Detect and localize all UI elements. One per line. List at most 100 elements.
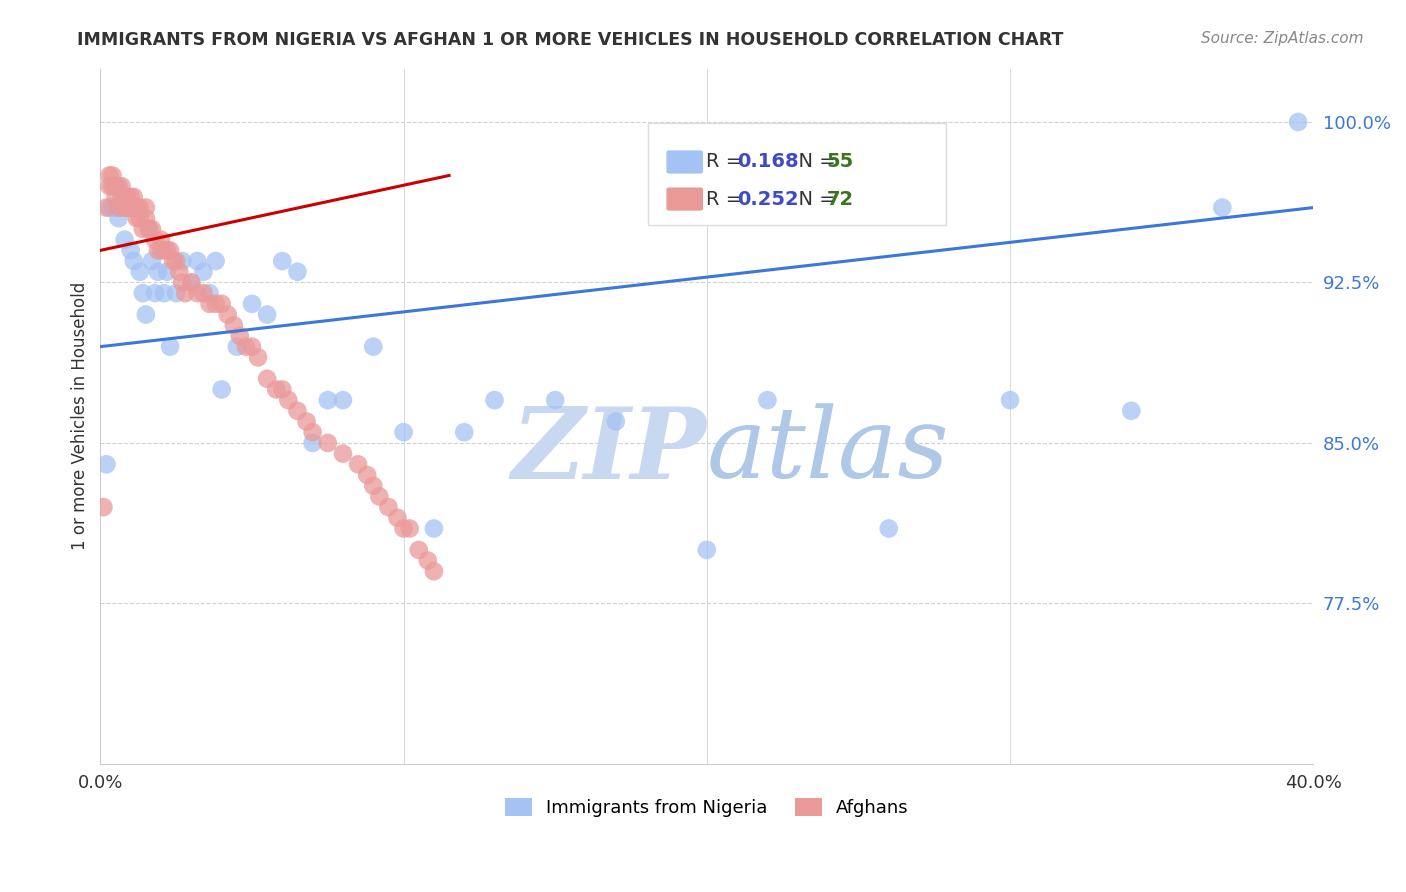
Y-axis label: 1 or more Vehicles in Household: 1 or more Vehicles in Household bbox=[72, 282, 89, 550]
Point bbox=[222, 318, 245, 333]
Point bbox=[877, 521, 900, 535]
Point bbox=[423, 521, 446, 535]
Point bbox=[138, 222, 160, 236]
Point bbox=[172, 276, 194, 290]
Point bbox=[120, 201, 142, 215]
Point bbox=[180, 276, 202, 290]
Point bbox=[301, 436, 323, 450]
Point bbox=[143, 286, 166, 301]
Point bbox=[104, 190, 127, 204]
Point bbox=[247, 351, 270, 365]
Point bbox=[193, 265, 215, 279]
Point bbox=[138, 222, 160, 236]
Point bbox=[135, 308, 157, 322]
Point bbox=[544, 393, 567, 408]
Text: atlas: atlas bbox=[707, 403, 949, 499]
Point bbox=[235, 340, 257, 354]
Point bbox=[198, 286, 221, 301]
Point bbox=[998, 393, 1021, 408]
Point bbox=[125, 201, 148, 215]
Point bbox=[295, 415, 318, 429]
Point bbox=[174, 286, 197, 301]
Point bbox=[122, 254, 145, 268]
Point bbox=[128, 201, 150, 215]
Point bbox=[193, 286, 215, 301]
Point bbox=[153, 244, 176, 258]
Point bbox=[204, 254, 226, 268]
Text: N =: N = bbox=[786, 190, 842, 209]
Point bbox=[1121, 404, 1143, 418]
Point bbox=[287, 265, 309, 279]
Text: 0.168: 0.168 bbox=[737, 153, 799, 171]
Point bbox=[368, 490, 391, 504]
Point bbox=[104, 179, 127, 194]
Point bbox=[135, 201, 157, 215]
Point bbox=[107, 201, 129, 215]
Text: 55: 55 bbox=[827, 153, 853, 171]
Point bbox=[408, 542, 430, 557]
Text: Source: ZipAtlas.com: Source: ZipAtlas.com bbox=[1201, 31, 1364, 46]
Point bbox=[104, 201, 127, 215]
Point bbox=[287, 404, 309, 418]
Point bbox=[1286, 115, 1309, 129]
Point bbox=[392, 521, 415, 535]
Point bbox=[128, 211, 150, 226]
Point bbox=[107, 179, 129, 194]
Point bbox=[453, 425, 475, 440]
Text: R =: R = bbox=[706, 153, 748, 171]
Point bbox=[156, 265, 179, 279]
Point bbox=[159, 244, 181, 258]
Point bbox=[1211, 201, 1233, 215]
Point bbox=[186, 286, 208, 301]
Point bbox=[104, 179, 127, 194]
Point bbox=[605, 415, 627, 429]
Point bbox=[143, 233, 166, 247]
Point bbox=[256, 308, 278, 322]
Point bbox=[316, 393, 339, 408]
Point bbox=[141, 222, 163, 236]
Point bbox=[101, 169, 124, 183]
Point bbox=[114, 233, 136, 247]
Point bbox=[398, 521, 420, 535]
Point bbox=[156, 244, 179, 258]
Point bbox=[117, 190, 139, 204]
Text: 0.252: 0.252 bbox=[737, 190, 799, 209]
Point bbox=[316, 436, 339, 450]
Point bbox=[240, 340, 263, 354]
Point bbox=[132, 222, 155, 236]
Point bbox=[240, 297, 263, 311]
Point bbox=[264, 383, 287, 397]
Point bbox=[128, 265, 150, 279]
Point bbox=[423, 564, 446, 578]
Point bbox=[332, 393, 354, 408]
Point bbox=[256, 372, 278, 386]
Point bbox=[96, 458, 118, 472]
Point bbox=[114, 201, 136, 215]
Point bbox=[125, 211, 148, 226]
Point bbox=[225, 340, 247, 354]
Point bbox=[361, 340, 384, 354]
Point bbox=[172, 254, 194, 268]
Point bbox=[150, 244, 173, 258]
Point bbox=[347, 458, 370, 472]
Point bbox=[117, 201, 139, 215]
Point bbox=[696, 542, 718, 557]
Point bbox=[271, 383, 294, 397]
Point bbox=[110, 190, 132, 204]
Point bbox=[117, 201, 139, 215]
Point bbox=[180, 276, 202, 290]
Point bbox=[356, 468, 378, 483]
Text: ZIP: ZIP bbox=[512, 402, 707, 500]
Point bbox=[120, 244, 142, 258]
Point bbox=[301, 425, 323, 440]
Point bbox=[229, 329, 252, 343]
Point bbox=[107, 211, 129, 226]
Point bbox=[271, 254, 294, 268]
Point bbox=[277, 393, 299, 408]
Point bbox=[198, 297, 221, 311]
Point bbox=[110, 179, 132, 194]
Point bbox=[387, 510, 409, 524]
Point bbox=[165, 286, 187, 301]
Point bbox=[122, 201, 145, 215]
Text: 72: 72 bbox=[827, 190, 853, 209]
